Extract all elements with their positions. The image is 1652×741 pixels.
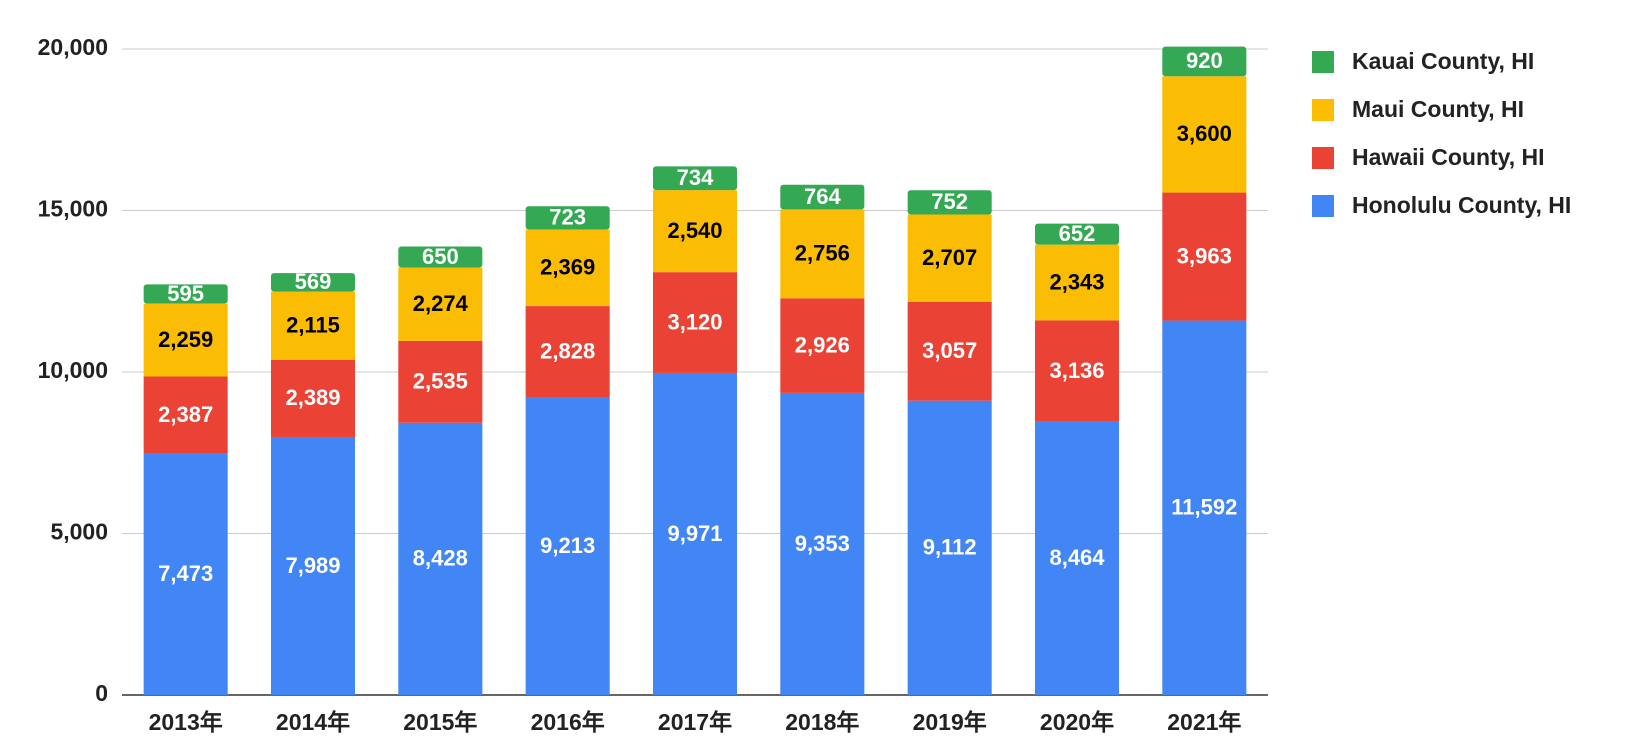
value-label: 2,259 [158, 327, 213, 352]
value-label: 920 [1186, 48, 1223, 73]
value-label: 595 [167, 281, 204, 306]
x-tick-label: 2015年 [403, 709, 477, 735]
value-label: 2,926 [795, 332, 850, 357]
legend-swatch [1312, 99, 1334, 121]
value-label: 11,592 [1171, 495, 1237, 520]
value-label: 2,369 [540, 255, 595, 280]
bar-segment [1034, 320, 1120, 422]
bar-segment [525, 206, 610, 230]
value-label: 3,963 [1177, 243, 1232, 268]
legend-label: Kauai County, HI [1352, 48, 1534, 74]
bar-segment [780, 209, 865, 299]
bar-segment [652, 190, 738, 273]
value-label: 2,535 [413, 369, 468, 394]
bar-segment [143, 284, 228, 304]
bar-segment [270, 359, 356, 437]
bar-segment [652, 372, 738, 695]
bar-segment [143, 453, 228, 695]
bar-segment [780, 392, 865, 695]
value-label: 3,600 [1177, 121, 1232, 146]
bar-segment [525, 397, 610, 695]
bar-segment [1162, 76, 1247, 193]
value-label: 723 [549, 205, 586, 230]
x-tick-label: 2017年 [658, 709, 732, 735]
legend-swatch [1312, 195, 1334, 217]
value-label: 2,707 [922, 245, 977, 270]
bar-segment [143, 303, 228, 377]
value-label: 8,464 [1049, 545, 1105, 570]
bar-segment [780, 298, 865, 393]
bar-segment [907, 214, 992, 302]
legend-swatch [1312, 51, 1334, 73]
value-label: 2,828 [540, 339, 595, 364]
legend-label: Maui County, HI [1352, 96, 1524, 122]
value-label: 2,540 [667, 218, 722, 243]
y-tick-label: 10,000 [38, 357, 108, 383]
x-tick-label: 2020年 [1040, 709, 1114, 735]
value-label: 9,971 [667, 521, 722, 546]
value-label: 2,387 [158, 402, 213, 427]
legend-label: Hawaii County, HI [1352, 144, 1545, 170]
bar-segment [1034, 244, 1120, 321]
value-label: 7,989 [285, 553, 340, 578]
bar-segment [1162, 192, 1247, 321]
value-label: 9,112 [923, 535, 977, 560]
y-tick-label: 5,000 [50, 519, 108, 545]
bar-segment [780, 184, 865, 210]
x-tick-label: 2014年 [276, 709, 350, 735]
value-label: 569 [295, 269, 332, 294]
value-label: 7,473 [158, 561, 213, 586]
bar-segment [1034, 223, 1120, 245]
bar-segment [398, 422, 483, 695]
x-tick-label: 2013年 [149, 709, 223, 735]
y-tick-label: 15,000 [38, 196, 108, 222]
bar-segment [1162, 46, 1247, 77]
bar-segment [398, 246, 483, 268]
y-tick-label: 20,000 [38, 34, 108, 60]
x-tick-label: 2021年 [1167, 709, 1241, 735]
value-label: 3,057 [922, 338, 977, 363]
value-label: 9,213 [540, 533, 595, 558]
value-label: 2,274 [413, 291, 469, 316]
bar-segment [1162, 320, 1247, 695]
y-tick-label: 0 [95, 680, 108, 706]
value-label: 734 [677, 165, 714, 190]
value-label: 2,115 [286, 312, 340, 337]
bar-segment [270, 273, 356, 292]
bar-segment [398, 267, 483, 341]
value-label: 650 [422, 244, 459, 269]
x-tick-label: 2019年 [913, 709, 987, 735]
bar-segment [907, 400, 992, 695]
bar-segment [270, 291, 356, 360]
value-label: 764 [804, 184, 841, 209]
value-label: 2,343 [1049, 269, 1104, 294]
x-tick-label: 2018年 [785, 709, 859, 735]
legend-swatch [1312, 147, 1334, 169]
bar-segment [525, 229, 610, 307]
bar-segment [398, 340, 483, 423]
bar-segment [907, 301, 992, 401]
value-label: 652 [1059, 221, 1096, 246]
value-label: 2,389 [285, 385, 340, 410]
legend-label: Honolulu County, HI [1352, 192, 1571, 218]
bar-segment [652, 272, 738, 373]
bar-segment [652, 166, 738, 191]
bar-segment [143, 376, 228, 454]
value-label: 8,428 [413, 546, 468, 571]
bar-segment [907, 190, 992, 215]
bar-segment [525, 306, 610, 398]
bar-segment [1034, 421, 1120, 695]
value-label: 752 [931, 189, 968, 214]
bar-segment [270, 436, 356, 695]
value-label: 9,353 [795, 531, 850, 556]
x-tick-label: 2016年 [531, 709, 605, 735]
value-label: 3,136 [1049, 358, 1104, 383]
value-label: 3,120 [667, 309, 722, 334]
value-label: 2,756 [795, 241, 850, 266]
